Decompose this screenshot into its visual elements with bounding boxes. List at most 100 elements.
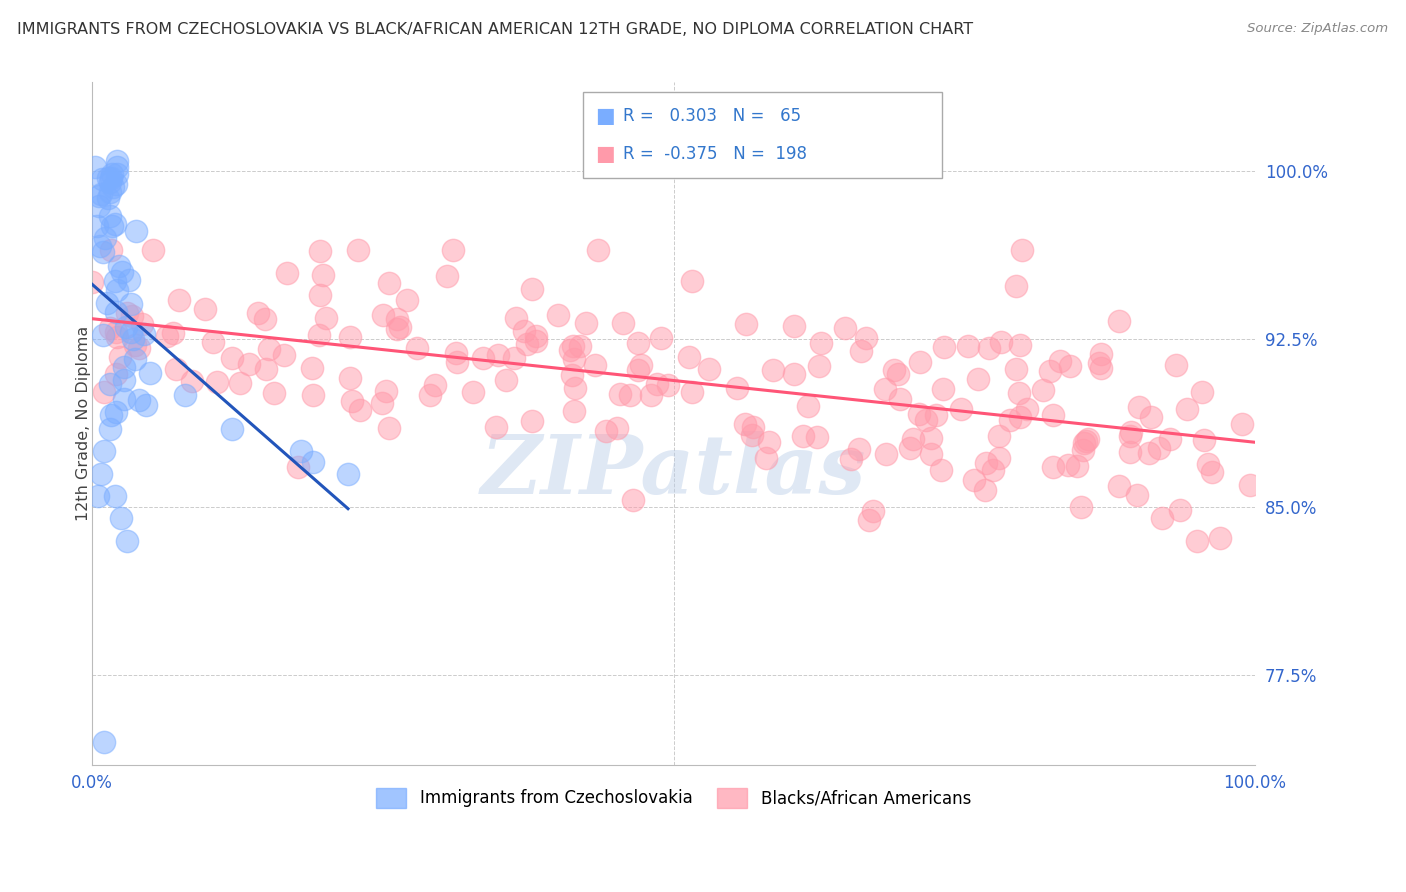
Point <box>441 243 464 257</box>
Point <box>645 377 668 392</box>
Point <box>524 334 547 349</box>
Point <box>89 239 111 253</box>
Point <box>1008 385 1031 400</box>
Text: ■: ■ <box>595 106 614 126</box>
Point <box>586 243 609 257</box>
Point <box>503 351 526 365</box>
Point <box>1197 457 1219 471</box>
Point <box>562 339 585 353</box>
Point <box>806 430 828 444</box>
Point <box>471 351 494 366</box>
Point <box>339 371 361 385</box>
Point <box>486 348 509 362</box>
Point <box>595 424 617 438</box>
Point <box>1042 459 1064 474</box>
Text: R =   0.303   N =   65: R = 0.303 N = 65 <box>623 107 801 125</box>
Point <box>920 431 942 445</box>
Point <box>741 428 763 442</box>
Point <box>110 511 132 525</box>
Point <box>1119 425 1142 440</box>
Point <box>100 171 122 186</box>
Point <box>915 413 938 427</box>
Point <box>1090 347 1112 361</box>
Point <box>1108 314 1130 328</box>
Point <box>1004 279 1026 293</box>
Point <box>1192 433 1215 447</box>
Text: ■: ■ <box>595 145 614 164</box>
Point <box>583 359 606 373</box>
Point <box>205 376 228 390</box>
Point <box>987 429 1010 443</box>
Point <box>254 362 277 376</box>
Point <box>128 393 150 408</box>
Point <box>112 392 135 406</box>
Point <box>1175 402 1198 417</box>
Point <box>1209 532 1232 546</box>
Point <box>388 320 411 334</box>
Point <box>87 489 110 503</box>
Point <box>630 359 652 373</box>
Point <box>883 363 905 377</box>
Point <box>742 419 765 434</box>
Point <box>495 373 517 387</box>
Point <box>98 377 121 392</box>
Point <box>974 456 997 470</box>
Point <box>849 343 872 358</box>
Point <box>254 312 277 326</box>
Point <box>93 444 115 458</box>
Point <box>273 347 295 361</box>
Point <box>657 378 679 392</box>
Point <box>105 405 128 419</box>
Point <box>104 489 127 503</box>
Point <box>957 339 980 353</box>
Point <box>194 302 217 317</box>
Point <box>1108 479 1130 493</box>
Point <box>564 381 586 395</box>
Point <box>105 153 128 168</box>
Point <box>124 352 146 367</box>
Point <box>1011 243 1033 257</box>
Point <box>1005 362 1028 376</box>
Point <box>105 161 128 175</box>
Point <box>516 337 538 351</box>
Point <box>247 306 270 320</box>
Point <box>107 259 129 273</box>
Point <box>371 308 394 322</box>
Point <box>1164 358 1187 372</box>
Point <box>1039 364 1062 378</box>
Point <box>1077 432 1099 446</box>
Point <box>810 335 832 350</box>
Point <box>1008 338 1031 352</box>
Point <box>94 231 117 245</box>
Point <box>950 402 973 417</box>
Point <box>308 287 330 301</box>
Point <box>929 463 952 477</box>
Point <box>105 178 128 192</box>
Point <box>924 408 946 422</box>
Point <box>96 296 118 310</box>
Point <box>82 276 104 290</box>
Point <box>901 432 924 446</box>
Point <box>792 429 814 443</box>
Point <box>121 309 143 323</box>
Point <box>621 493 644 508</box>
Point <box>131 317 153 331</box>
Point <box>524 329 547 343</box>
Point <box>371 396 394 410</box>
Point <box>1137 446 1160 460</box>
Point <box>436 268 458 283</box>
Point <box>1185 533 1208 548</box>
Point <box>981 463 1004 477</box>
Point <box>97 171 120 186</box>
Point <box>934 340 956 354</box>
Point <box>606 421 628 435</box>
Point <box>963 473 986 487</box>
Point <box>337 467 360 481</box>
Point <box>1074 434 1097 449</box>
Point <box>562 404 585 418</box>
Point <box>112 373 135 387</box>
Point <box>374 384 396 398</box>
Point <box>89 198 111 212</box>
Point <box>142 243 165 257</box>
Point <box>238 357 260 371</box>
